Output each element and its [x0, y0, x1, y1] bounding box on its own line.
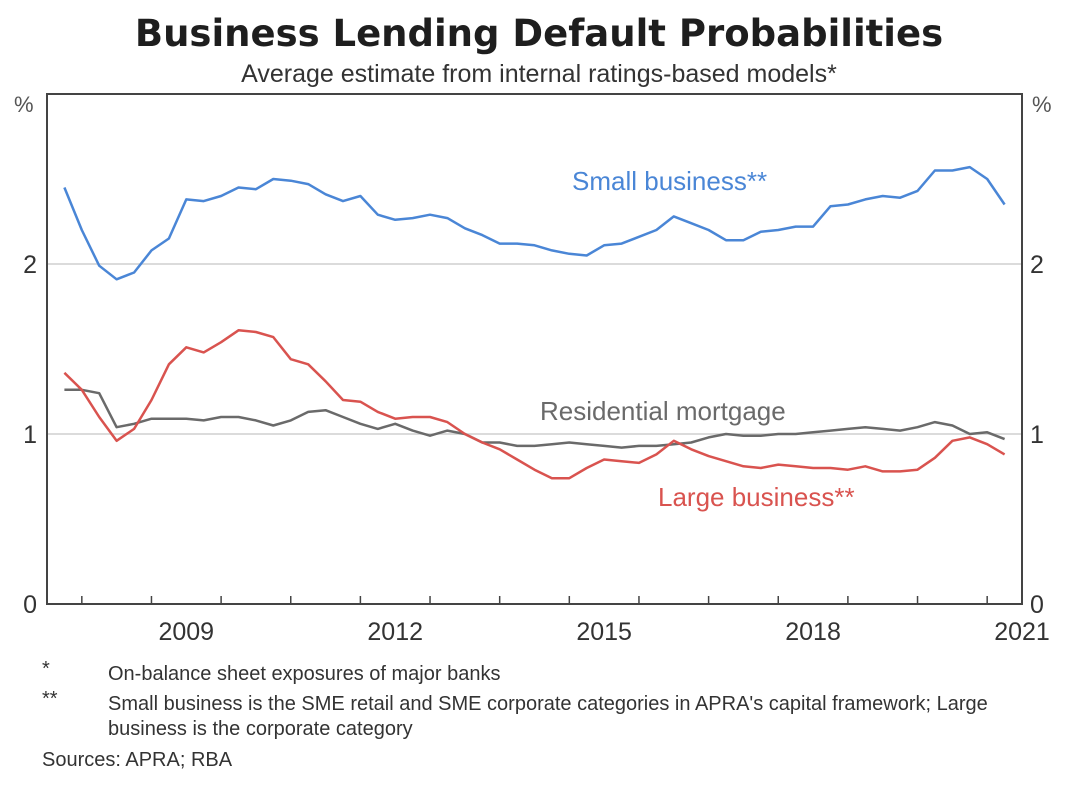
y-unit-left: % [14, 92, 34, 117]
x-tick-label-2009: 2009 [158, 618, 214, 646]
plot-frame [46, 93, 1023, 605]
y-tick-label-left-0: 0 [23, 591, 37, 619]
y-unit-right: % [1032, 92, 1052, 117]
small-business-label: Small business** [572, 166, 767, 196]
chart-subtitle: Average estimate from internal ratings-b… [241, 60, 837, 88]
x-tick-label-2018: 2018 [785, 618, 841, 646]
y-tick-label-right-1: 1 [1030, 421, 1044, 449]
chart-title: Business Lending Default Probabilities [134, 12, 944, 55]
sources: Sources: APRA; RBA [42, 749, 233, 771]
gridlines [47, 263, 1022, 435]
axis-labels: 0 0 1 1 2 2 2009 2012 2015 2018 2021 [23, 251, 1050, 646]
footnote-1: On-balance sheet exposures of major bank… [108, 663, 501, 685]
x-tick-label-2021: 2021 [994, 618, 1050, 646]
residential-mortgage-label: Residential mortgage [540, 396, 786, 426]
y-tick-label-left-2: 2 [23, 251, 37, 279]
y-tick-label-right-0: 0 [1030, 591, 1044, 619]
footnote-2-marker: ** [42, 688, 58, 710]
series-line-residential-mortgage [64, 388, 1006, 449]
series-line-large-business [63, 329, 1006, 480]
series-lines [63, 165, 1006, 480]
axis-ticks [81, 596, 988, 604]
series-line-small-business [63, 165, 1006, 281]
footnote-2: Small business is the SME retail and SME… [108, 693, 988, 740]
footnote-1-marker: * [42, 658, 50, 680]
large-business-label: Large business** [658, 482, 855, 512]
x-tick-label-2015: 2015 [576, 618, 632, 646]
x-tick-label-2012: 2012 [367, 618, 423, 646]
y-tick-label-right-2: 2 [1030, 251, 1044, 279]
y-tick-label-left-1: 1 [23, 421, 37, 449]
